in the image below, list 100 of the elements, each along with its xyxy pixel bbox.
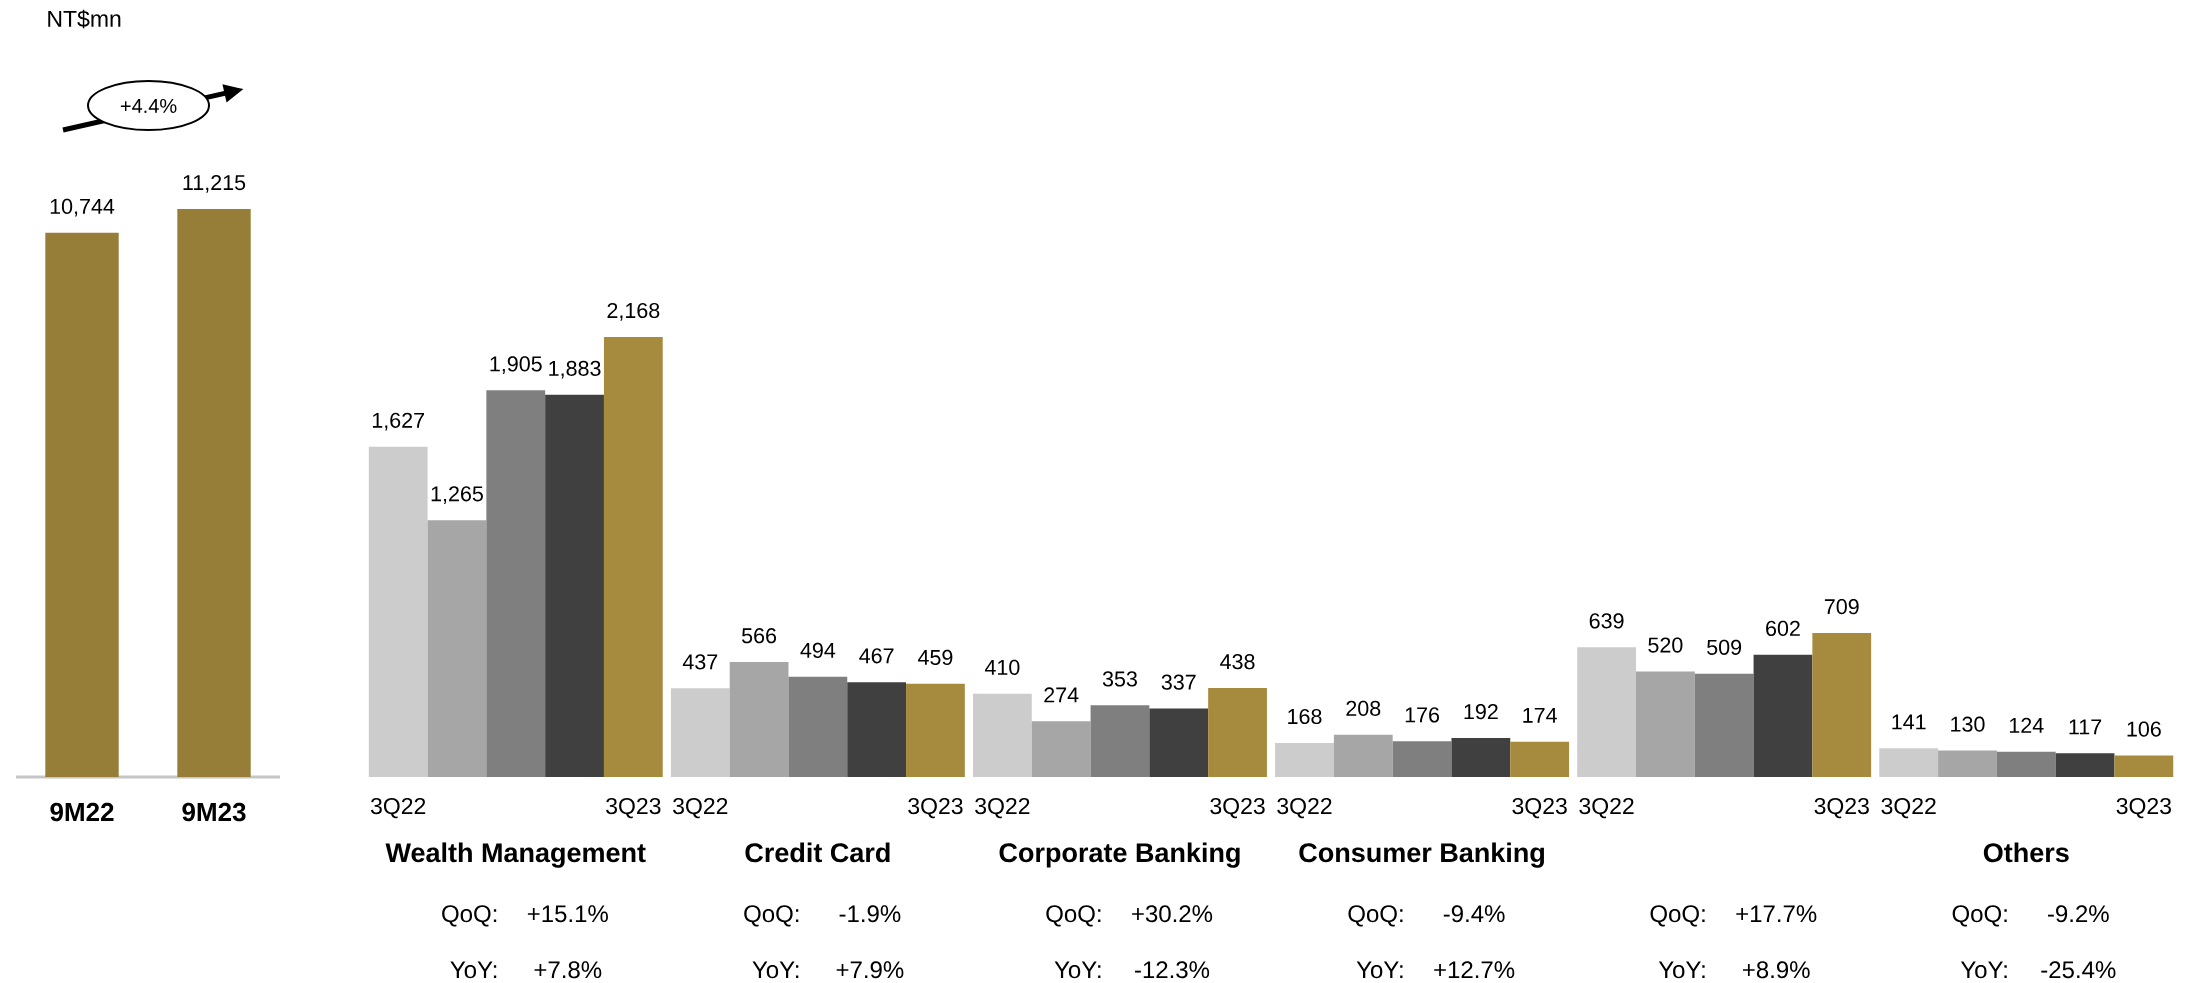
series-label: 3Q23: [606, 797, 661, 819]
text: QoQ:: [1952, 905, 2007, 927]
text: YoY:: [1054, 961, 1101, 979]
text: YoY:: [1658, 961, 1705, 979]
data-label: 566: [741, 628, 777, 644]
text: YoY:: [752, 961, 799, 979]
text: 3Q23: [1210, 797, 1265, 819]
bar: [545, 394, 604, 777]
data-label: 509: [1707, 639, 1742, 655]
x-tick-label: Wealth Management: [385, 842, 646, 868]
text: QoQ:: [1650, 905, 1705, 927]
data-label: 2,168: [607, 302, 660, 321]
text: +15.1%: [527, 905, 608, 923]
text: 3Q22: [1579, 797, 1634, 819]
data-label: 174: [1523, 707, 1557, 723]
data-label: 337: [1161, 674, 1196, 690]
data-label: 437: [682, 654, 718, 670]
text: +17.7%: [1736, 905, 1817, 923]
bar: [1879, 748, 1939, 777]
x-tick-label: 9M23: [182, 802, 246, 822]
bar: [788, 676, 848, 777]
text: 3Q23: [2116, 797, 2171, 819]
bar: [1996, 751, 2056, 777]
data-label: 117: [2069, 719, 2102, 735]
bar: [1577, 647, 1636, 777]
text: 3Q23: [1512, 797, 1567, 819]
bar: [670, 688, 730, 777]
data-label: 438: [1220, 654, 1255, 670]
data-label: 410: [984, 659, 1020, 675]
text: -25.4%: [2041, 961, 2116, 979]
text: +12.7%: [1434, 961, 1515, 979]
text: 3Q23: [1814, 797, 1869, 819]
bar: [1031, 721, 1091, 777]
data-label: 353: [1102, 671, 1137, 687]
bar: [972, 693, 1032, 777]
data-label: 10,744: [50, 198, 115, 217]
text: -9.2%: [2047, 905, 2109, 923]
bar: [2055, 753, 2115, 777]
bar: [847, 682, 907, 777]
text: YoY:: [1356, 961, 1403, 979]
data-label: 168: [1288, 708, 1322, 725]
data-label: 124: [2009, 717, 2044, 733]
data-label: 639: [1589, 613, 1624, 629]
text: +8.9%: [1742, 961, 1810, 979]
bar: [2114, 755, 2174, 777]
data-label: 130: [1951, 716, 1985, 732]
data-label: 459: [918, 649, 953, 666]
bar: [1149, 708, 1209, 777]
data-label: 106: [2127, 721, 2161, 737]
text: YoY:: [450, 961, 497, 979]
data-label: 11,215: [183, 174, 246, 193]
y-axis-title: NT$mn: [48, 9, 121, 29]
data-label: 1,905: [490, 356, 542, 375]
bar: [1938, 750, 1997, 777]
text: -9.4%: [1443, 905, 1505, 923]
series-label: 3Q22: [370, 797, 426, 819]
text: 3Q23: [908, 797, 963, 819]
bar: [1812, 633, 1872, 777]
text: 3Q22: [673, 797, 728, 819]
text: -1.9%: [839, 905, 901, 923]
data-label: 1,883: [549, 360, 601, 379]
bar: [1510, 741, 1570, 777]
data-label: 176: [1405, 707, 1440, 723]
bar: [1208, 688, 1267, 777]
text: QoQ:: [442, 905, 497, 927]
text: QoQ:: [1348, 905, 1403, 927]
bar: [1392, 741, 1452, 777]
text: YoY:: [1960, 961, 2007, 979]
text: -12.3%: [1135, 961, 1210, 979]
bar: [1333, 734, 1393, 777]
text: +30.2%: [1132, 905, 1213, 923]
data-label: 520: [1648, 637, 1683, 653]
data-label: 494: [800, 642, 836, 658]
bar: [1275, 742, 1334, 777]
text: QoQ:: [744, 905, 799, 927]
bar: [1451, 738, 1511, 777]
bar: [1753, 654, 1813, 777]
text: +4.4%: [120, 98, 177, 113]
bar: [1090, 705, 1150, 777]
bar: [729, 662, 789, 777]
x-tick-label: Others: [1983, 842, 2069, 863]
data-label: 1,627: [372, 412, 425, 431]
x-tick-label: Consumer Banking: [1299, 842, 1544, 868]
data-label: 192: [1464, 704, 1498, 720]
bar: [427, 520, 487, 777]
bar: [486, 390, 546, 777]
text: 3Q22: [975, 797, 1030, 819]
text: 3Q22: [1881, 797, 1936, 819]
bar: [1694, 673, 1754, 777]
data-label: 141: [1892, 714, 1926, 730]
data-label: 602: [1766, 620, 1800, 636]
data-label: 208: [1346, 700, 1381, 716]
data-label: 709: [1824, 599, 1859, 615]
bar: [1635, 671, 1695, 777]
x-tick-label: Corporate Banking: [999, 842, 1240, 868]
x-tick-label: Credit Card: [745, 842, 890, 863]
bar: [906, 683, 965, 777]
bar: [368, 446, 428, 777]
data-label: 467: [859, 648, 894, 664]
data-label: 1,265: [431, 486, 483, 504]
